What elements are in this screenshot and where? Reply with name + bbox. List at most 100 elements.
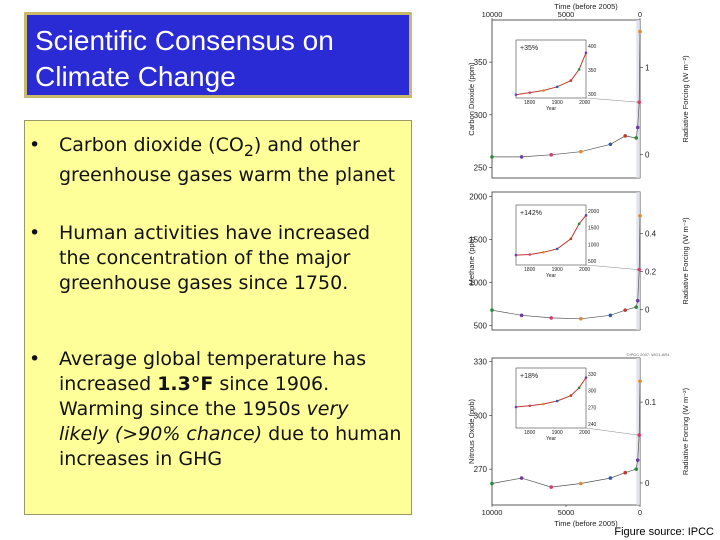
nitrous-oxide-inset-point <box>514 405 518 409</box>
methane-y-tick-label: 2000 <box>469 192 487 201</box>
co2-x-axis-title: Time (before 2005) <box>554 2 618 11</box>
co2-y-tick-label: 250 <box>474 163 488 172</box>
nitrous-oxide-inset-point <box>569 394 573 397</box>
nitrous-oxide-data-point <box>634 467 639 471</box>
methane-y-tick-label: 1000 <box>469 279 487 288</box>
nitrous-oxide-inset-point <box>584 376 588 379</box>
bullet-text: Human activities have increased the conc… <box>59 222 371 294</box>
methane-y2-tick-label: 0.4 <box>645 229 657 238</box>
co2-inset-point <box>542 89 545 92</box>
co2-data-point <box>608 142 613 147</box>
nitrous-oxide-inset-x-tick-label: 1900 <box>552 430 563 436</box>
nitrous-oxide-data-point <box>637 433 641 437</box>
methane-inset-y-tick-label: 2000 <box>588 209 599 215</box>
co2-y2-axis-title: Radiative Forcing (W m⁻²) <box>681 55 690 143</box>
co2-y-axis-title: Carbon Dioxide (ppm) <box>467 62 476 136</box>
co2-inset-point <box>528 91 532 94</box>
nitrous-oxide-inset-frame <box>515 367 587 429</box>
co2-data-point <box>635 125 640 130</box>
methane-data-point <box>549 316 553 320</box>
methane-inset-x-tick-label: 1800 <box>524 267 535 273</box>
title-box: Scientific Consensus on Climate Change <box>24 12 412 98</box>
nitrous-oxide-data-point <box>635 458 640 462</box>
nitrous-oxide-inset-x-tick-label: 1800 <box>524 430 535 436</box>
co2-y2-tick-label: 0 <box>645 150 650 159</box>
nitrous-oxide-inset-label: +18% <box>520 373 538 380</box>
ipcc-watermark: ©IPCC 2007: WG1-AR4 <box>627 352 671 357</box>
nitrous-oxide-inset-point <box>528 404 532 408</box>
methane-inset-point <box>577 222 581 226</box>
nitrous-oxide-y-tick-label: 270 <box>474 465 488 474</box>
bullet-text-part: due to human increases in GHG <box>59 423 402 470</box>
co2-data-point <box>490 155 494 159</box>
methane-data-point <box>635 298 640 303</box>
nitrous-oxide-inset-point <box>555 399 559 403</box>
nitrous-oxide-data-point <box>638 379 642 384</box>
co2-data-point <box>638 29 642 34</box>
bullet-bold-value: 1.3°F <box>157 373 214 395</box>
nitrous-oxide-data-point <box>490 481 494 486</box>
nitrous-oxide-data-point <box>608 476 613 480</box>
co2-inset-connector <box>585 97 639 103</box>
methane-data-point <box>579 316 583 321</box>
co2-inset-x-tick-label: 2000 <box>579 100 590 106</box>
methane-inset-x-axis-title: Year <box>546 273 556 279</box>
methane-inset-y-tick-label: 1000 <box>588 242 599 248</box>
methane-inset-x-tick-label: 2000 <box>579 267 590 273</box>
bullet-box: • Carbon dioxide (CO2) and other greenho… <box>24 120 412 515</box>
nitrous-oxide-y-tick-label: 330 <box>474 358 488 367</box>
bullet-marker: • <box>29 222 41 244</box>
co2-inset-point <box>569 79 573 82</box>
co2-x-tick-label: 5000 <box>558 10 575 19</box>
co2-inset-y-tick-label: 350 <box>588 68 597 74</box>
nitrous-oxide-y2-axis-title: Radiative Forcing (W m⁻²) <box>681 387 690 475</box>
nitrous-oxide-inset-connector <box>585 427 639 436</box>
methane-recent-band <box>636 192 640 330</box>
methane-inset-point <box>584 214 588 217</box>
methane-inset-point <box>569 237 573 241</box>
bullet-marker: • <box>29 134 41 156</box>
co2-y-tick-label: 300 <box>474 111 488 120</box>
nitrous-oxide-y2-tick-label: 0 <box>645 479 650 488</box>
co2-x-tick-label: 0 <box>638 10 642 19</box>
bullet-text-part: ) and other greenhouse gases warm the pl… <box>59 134 396 186</box>
methane-y2-axis-title: Radiative Forcing (W m⁻²) <box>681 217 690 305</box>
nitrous-oxide-inset-point <box>542 402 545 406</box>
nitrous-oxide-data-point <box>519 476 524 480</box>
methane-y-tick-label: 500 <box>474 322 488 331</box>
figure-caption: Figure source: IPCC <box>614 526 714 538</box>
nitrous-oxide-inset-y-tick-label: 240 <box>588 422 597 428</box>
co2-data-point <box>549 153 553 157</box>
methane-inset-point <box>528 253 532 256</box>
nitrous-oxide-inset-y-tick-label: 300 <box>588 389 597 395</box>
co2-inset-y-tick-label: 300 <box>588 92 597 98</box>
co2-y-tick-label: 350 <box>474 58 488 67</box>
methane-data-point <box>634 305 639 309</box>
bullet-text: Average global temperature has increased… <box>59 347 404 472</box>
co2-series-line <box>492 31 641 158</box>
co2-x-tick-label: 10000 <box>482 10 503 19</box>
co2-inset-x-tick-label: 1800 <box>524 100 535 106</box>
title-line-1: Scientific Consensus on <box>35 25 334 56</box>
nitrous-oxide-x-axis-title: Time (before 2005) <box>554 519 618 528</box>
co2-inset-point <box>555 85 559 89</box>
methane-y2-tick-label: 0.2 <box>645 267 657 276</box>
methane-panel: 500 1000 1500 2000 0 0.2 0.4 Methane (ppb) Radia… <box>467 191 690 331</box>
co2-inset-x-tick-label: 1900 <box>552 100 563 106</box>
methane-inset-y-tick-label: 1500 <box>588 226 599 232</box>
methane-data-point <box>490 308 494 312</box>
methane-y-tick-label: 1500 <box>469 235 487 244</box>
co2-inset-label: +35% <box>520 45 538 52</box>
methane-data-point <box>519 313 524 318</box>
co2-data-point <box>623 134 627 138</box>
bullet-text-part: Average global temperature has increased <box>59 348 367 395</box>
methane-series-line <box>491 215 641 320</box>
nitrous-oxide-recent-band <box>636 358 640 505</box>
ipcc-ghg-charts: 250 300 350 0 1 Carbon Dioxide (ppm) Radiative… <box>467 2 690 528</box>
nitrous-oxide-inset-y-tick-label: 330 <box>588 372 597 378</box>
nitrous-oxide-inset-point <box>577 386 581 390</box>
methane-inset-connector <box>585 264 639 270</box>
slide-title: Scientific Consensus on Climate Change <box>35 23 334 95</box>
nitrous-oxide-inset-x-tick-label: 2000 <box>579 430 590 436</box>
nitrous-oxide-data-point <box>549 485 553 489</box>
